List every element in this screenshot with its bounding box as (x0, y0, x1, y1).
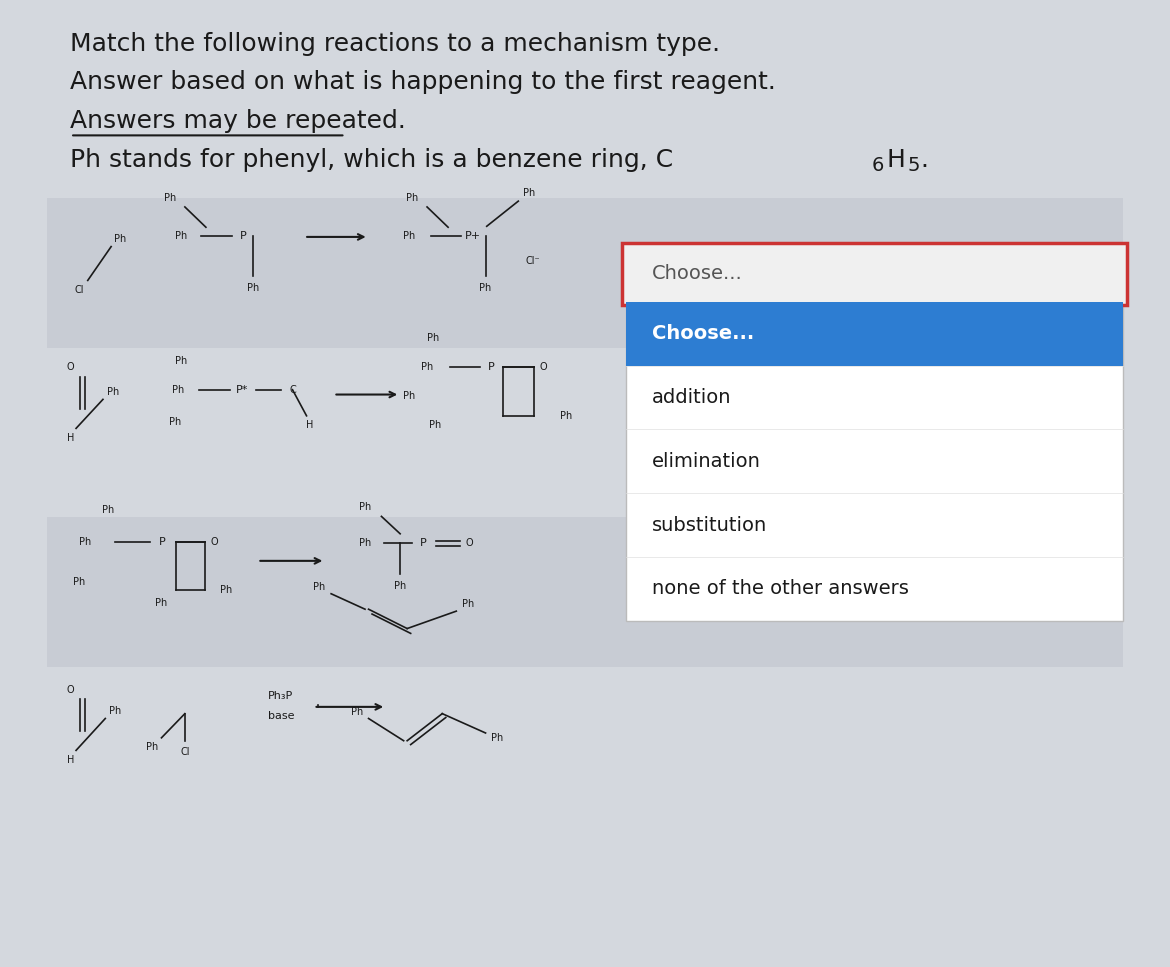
FancyBboxPatch shape (47, 517, 1123, 667)
Text: .: . (921, 148, 929, 171)
Text: Ph: Ph (560, 411, 572, 421)
Text: H: H (887, 148, 906, 171)
Text: 5: 5 (908, 156, 921, 175)
Text: Ph: Ph (247, 283, 259, 293)
Text: Ph: Ph (108, 387, 119, 396)
Text: Ph: Ph (176, 231, 187, 241)
Text: 6: 6 (872, 156, 885, 175)
FancyBboxPatch shape (47, 198, 1123, 348)
Text: Cl⁻: Cl⁻ (525, 256, 539, 266)
Text: Answers may be repeated.: Answers may be repeated. (70, 109, 406, 132)
Text: Ph: Ph (421, 363, 433, 372)
Text: Ph: Ph (115, 234, 126, 244)
Text: P+: P+ (464, 231, 481, 241)
Text: Ph: Ph (491, 733, 503, 743)
Text: H: H (307, 421, 314, 430)
Text: P: P (159, 537, 166, 546)
Text: Ph: Ph (427, 334, 439, 343)
Text: H: H (67, 433, 74, 443)
FancyBboxPatch shape (626, 302, 1123, 621)
Text: Ph: Ph (351, 707, 363, 717)
Text: Cl: Cl (75, 285, 84, 295)
Text: O: O (466, 539, 473, 548)
Text: P: P (488, 363, 495, 372)
Text: O: O (67, 363, 74, 372)
Text: Ph: Ph (172, 385, 184, 395)
Text: P: P (420, 539, 427, 548)
Text: O: O (539, 363, 546, 372)
Text: Ph: Ph (80, 537, 91, 546)
Text: Ph: Ph (170, 417, 181, 426)
Text: base: base (268, 711, 294, 720)
Text: Ph₃P: Ph₃P (268, 691, 294, 701)
Text: none of the other answers: none of the other answers (652, 579, 909, 599)
Text: O: O (67, 686, 74, 695)
FancyBboxPatch shape (47, 358, 1123, 508)
Text: Ph stands for phenyl, which is a benzene ring, C: Ph stands for phenyl, which is a benzene… (70, 148, 673, 171)
Text: Ph: Ph (359, 502, 371, 512)
Text: Choose...: Choose... (652, 264, 743, 283)
Text: Ph: Ph (462, 600, 474, 609)
Text: Ph: Ph (164, 193, 176, 203)
Text: elimination: elimination (652, 452, 760, 471)
Text: Ph: Ph (146, 743, 158, 752)
Text: C: C (289, 385, 296, 395)
Text: Ph: Ph (109, 706, 121, 716)
Text: Ph: Ph (176, 356, 187, 366)
Text: Ph: Ph (480, 283, 491, 293)
Text: Choose...: Choose... (652, 324, 753, 343)
Text: Ph: Ph (404, 392, 415, 401)
Text: Ph: Ph (220, 585, 232, 595)
Text: Ph: Ph (523, 189, 535, 198)
Text: Ph: Ph (429, 421, 441, 430)
Text: Ph: Ph (404, 231, 415, 241)
Text: Ph: Ph (406, 193, 418, 203)
FancyBboxPatch shape (47, 677, 1123, 827)
Text: substitution: substitution (652, 515, 768, 535)
FancyBboxPatch shape (626, 302, 1123, 366)
Text: H: H (67, 755, 74, 765)
Text: Ph: Ph (314, 582, 325, 592)
Text: Answer based on what is happening to the first reagent.: Answer based on what is happening to the… (70, 71, 776, 94)
Text: Ph: Ph (394, 581, 406, 591)
Text: Ph: Ph (156, 599, 167, 608)
Text: Ph: Ph (74, 577, 85, 587)
Text: O: O (211, 537, 218, 546)
Text: Ph: Ph (359, 539, 371, 548)
Text: Cl: Cl (180, 747, 190, 757)
Text: P: P (240, 231, 247, 241)
Text: Match the following reactions to a mechanism type.: Match the following reactions to a mecha… (70, 32, 721, 55)
FancyBboxPatch shape (622, 243, 1127, 305)
Text: Ph: Ph (102, 505, 113, 514)
Text: P*: P* (236, 385, 248, 395)
Text: addition: addition (652, 388, 731, 407)
